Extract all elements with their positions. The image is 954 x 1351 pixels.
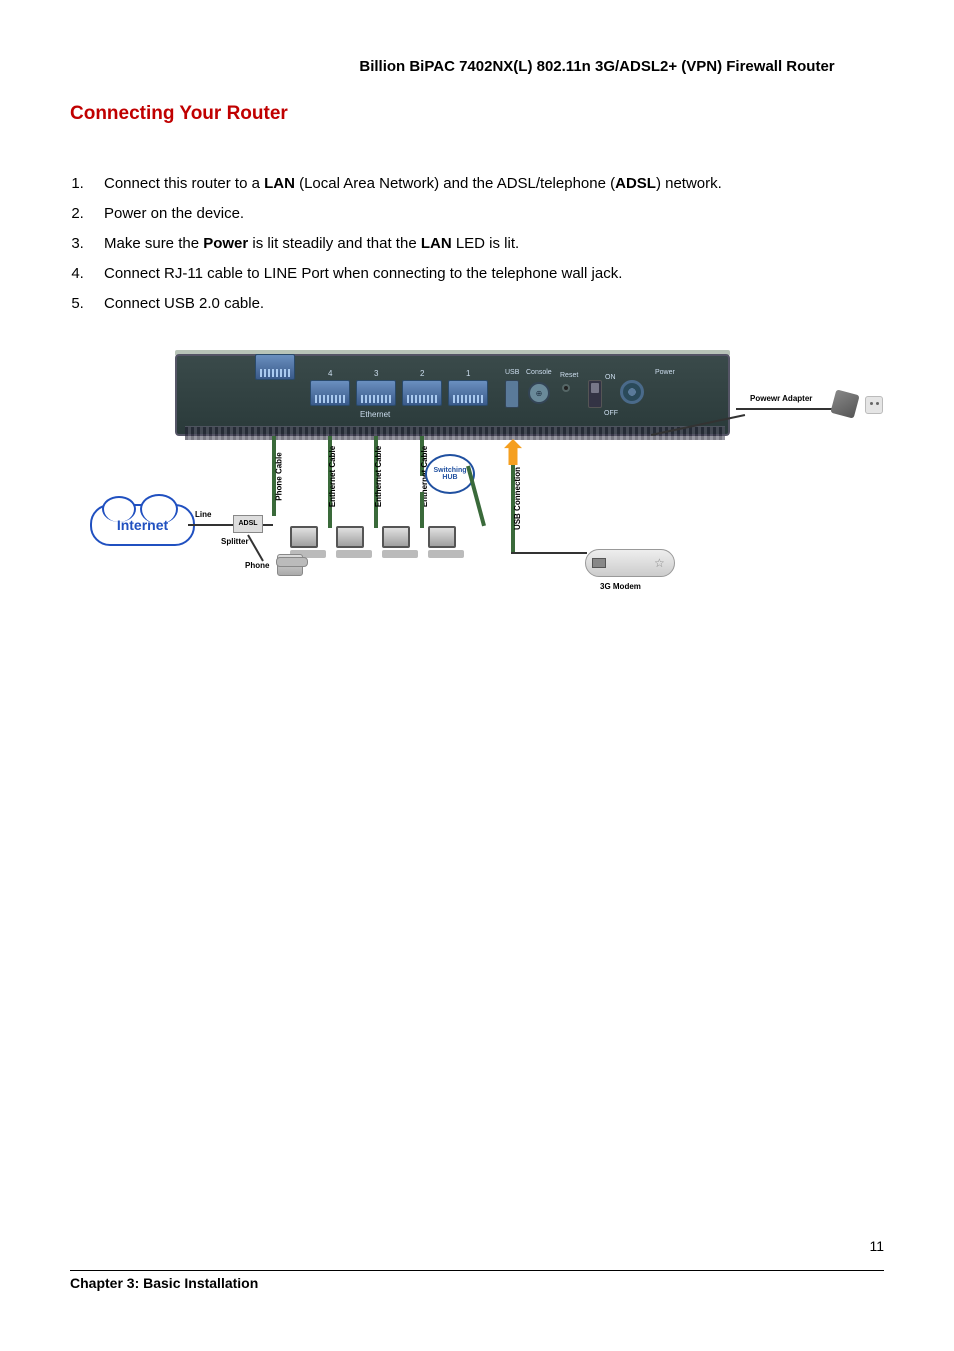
step-5: Connect USB 2.0 cable. (88, 293, 884, 314)
label-eth4: 4 (328, 369, 332, 378)
step-2: Power on the device. (88, 203, 884, 224)
label-on: ON (605, 374, 616, 381)
usb-line (511, 552, 587, 554)
port-eth4 (310, 380, 350, 406)
computer-icon (428, 526, 464, 558)
chapter-label: Chapter 3: Basic Installation (70, 1275, 258, 1291)
steps-list: Connect this router to a LAN (Local Area… (70, 173, 884, 314)
label-internet: Internet (90, 504, 195, 546)
usb-led-icon: ☆ (654, 556, 668, 570)
usb-arrow-icon (504, 439, 522, 465)
port-eth3 (356, 380, 396, 406)
step-4: Connect RJ-11 cable to LINE Port when co… (88, 263, 884, 284)
label-3g-modem: 3G Modem (600, 582, 641, 591)
port-eth1 (448, 380, 488, 406)
label-eth3: 3 (374, 369, 378, 378)
page-number: 11 (70, 1238, 884, 1254)
port-eth2 (402, 380, 442, 406)
port-console: ⊕ (528, 382, 550, 404)
adapter-icon (830, 389, 859, 418)
port-usb (505, 380, 519, 408)
power-cable (736, 408, 834, 410)
computer-icon (382, 526, 418, 558)
step-3: Make sure the Power is lit steadily and … (88, 233, 884, 254)
section-title: Connecting Your Router (70, 103, 884, 125)
phone-icon (277, 554, 303, 576)
computer-icon (336, 526, 372, 558)
label-power-adapter: Powewr Adapter (750, 394, 812, 403)
label-console: Console (526, 369, 552, 376)
footer-rule (70, 1270, 884, 1271)
adsl-splitter-icon: ADSL (233, 515, 263, 533)
label-phone-cable: Phone Cable (275, 452, 284, 500)
usb-modem-icon: ☆ (585, 549, 675, 577)
step-1: Connect this router to a LAN (Local Area… (88, 173, 884, 194)
reset-hole (562, 384, 570, 392)
label-eth-cable-2: Enthernet Cable (374, 446, 383, 507)
label-eth2: 2 (420, 369, 424, 378)
power-switch (588, 380, 602, 408)
label-phone: Phone (245, 561, 269, 570)
connection-diagram: DSL 4 3 2 1 Ethernet USB Console Reset O… (80, 354, 880, 614)
page-footer: 11 Chapter 3: Basic Installation (70, 1254, 884, 1291)
hub-line (420, 492, 424, 528)
label-off: OFF (604, 410, 618, 417)
label-line: Line (195, 510, 211, 519)
port-ethernet-group (310, 380, 488, 406)
label-power: Power (655, 369, 675, 376)
label-usb-cable: USB Connection (513, 467, 522, 530)
label-eth-cable-1: Enthernet Cable (328, 446, 337, 507)
phone-wire (247, 535, 264, 562)
page-header: Billion BiPAC 7402NX(L) 802.11n 3G/ADSL2… (310, 58, 884, 75)
label-splitter: Splitter (221, 537, 249, 546)
label-ethernet-group: Ethernet (360, 410, 390, 419)
adsl-wire (263, 524, 273, 526)
internet-cloud: Internet (90, 504, 195, 546)
wall-plug-icon (865, 396, 883, 414)
port-dsl (255, 354, 295, 380)
label-usb: USB (505, 369, 519, 376)
label-eth1: 1 (466, 369, 470, 378)
hub-line (466, 465, 486, 526)
line-wire (188, 524, 236, 526)
label-reset: Reset (560, 372, 578, 379)
power-jack (620, 380, 644, 404)
usb-connector-icon (592, 558, 606, 568)
router-grill (185, 426, 725, 440)
